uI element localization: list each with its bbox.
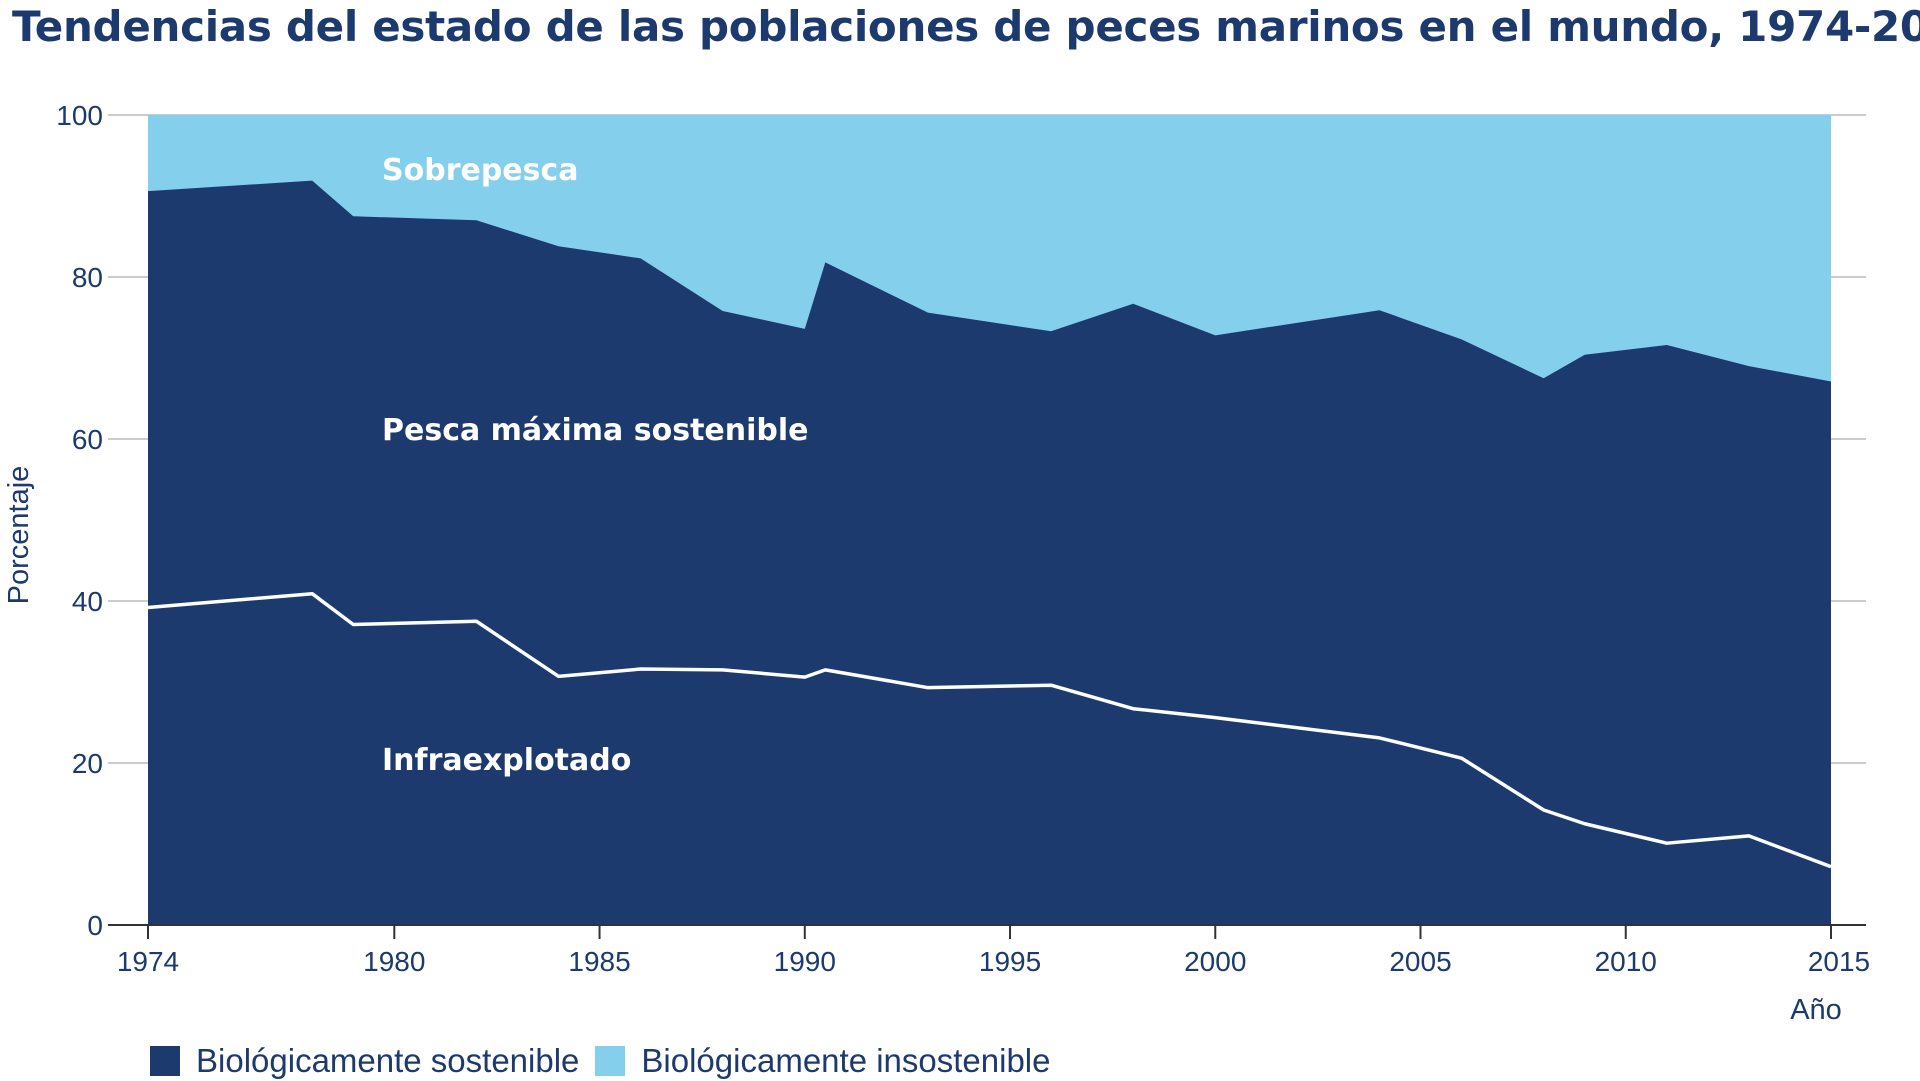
legend-swatch-sostenible xyxy=(150,1046,180,1076)
area-sostenible xyxy=(148,180,1831,926)
x-tick-label-2010: 2010 xyxy=(1595,946,1657,977)
y-axis-title: Porcentaje xyxy=(3,466,35,605)
region-label-sobrepesca: Sobrepesca xyxy=(382,153,579,188)
chart-title: Tendencias del estado de las poblaciones… xyxy=(12,2,1920,51)
x-axis-title: Año xyxy=(1790,994,1842,1026)
y-tick-label-100: 100 xyxy=(56,100,103,131)
y-tick-label-80: 80 xyxy=(72,262,103,293)
x-tick-label-1990: 1990 xyxy=(774,946,836,977)
x-axis: 1974 1980 1985 1990 1995 2000 2005 2010 2015 xyxy=(108,924,1870,977)
legend-label-insostenible: Biológicamente insostenible xyxy=(641,1042,1051,1079)
x-tick-label-1985: 1985 xyxy=(568,946,630,977)
y-tick-label-0: 0 xyxy=(87,910,103,941)
x-tick-label-2000: 2000 xyxy=(1184,946,1246,977)
region-label-pesca-maxima: Pesca máxima sostenible xyxy=(382,413,809,448)
legend-label-sostenible: Biológicamente sostenible xyxy=(196,1042,580,1079)
area-series xyxy=(148,115,1831,926)
legend-swatch-insostenible xyxy=(595,1046,626,1076)
y-axis: 0 20 40 60 80 100 xyxy=(56,100,103,941)
x-tick-label-2005: 2005 xyxy=(1389,946,1451,977)
x-tick-label-1995: 1995 xyxy=(979,946,1041,977)
x-tick-label-1974: 1974 xyxy=(117,946,179,977)
y-tick-label-60: 60 xyxy=(72,424,103,455)
line-infraexplotado xyxy=(147,591,1832,869)
legend: Biológicamente sostenible Biológicamente… xyxy=(150,1042,1067,1080)
x-tick-label-1980: 1980 xyxy=(363,946,425,977)
line-series xyxy=(147,591,1832,869)
legend-item-sostenible: Biológicamente sostenible xyxy=(150,1042,579,1080)
y-tick-label-20: 20 xyxy=(72,748,103,779)
y-tick-label-40: 40 xyxy=(72,586,103,617)
x-tick-label-2015: 2015 xyxy=(1808,946,1870,977)
legend-item-insostenible: Biológicamente insostenible xyxy=(595,1042,1051,1080)
region-label-infraexplotado: Infraexplotado xyxy=(382,743,631,778)
